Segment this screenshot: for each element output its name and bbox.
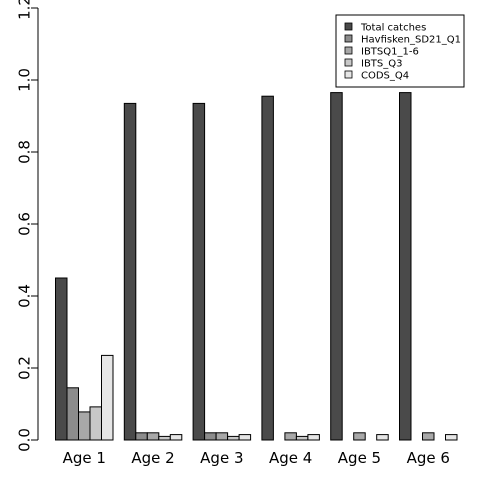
legend-swatch (344, 46, 353, 55)
legend-box (335, 14, 465, 88)
bar-age-3-series-5 (238, 434, 252, 441)
x-axis-labels: Age 1 Age 2 Age 3 Age 4 Age 5 Age 6 (63, 449, 450, 467)
x-tick-label: Age 4 (269, 449, 312, 467)
legend-swatch (344, 34, 353, 43)
y-tick-label: 0.6 (15, 212, 33, 236)
y-axis: 0.0 0.2 0.4 0.6 0.8 1.0 1.2 (15, 0, 39, 452)
y-tick-label: 1.0 (15, 68, 33, 92)
legend-label: Total catches (360, 23, 426, 34)
bar-age-1-series-4 (89, 406, 102, 441)
bar-age-6-series-3 (422, 432, 435, 441)
bar-age-5-series-3 (353, 432, 366, 441)
bar-age-5-series-5 (376, 434, 389, 441)
bar-age-2-series-1 (123, 102, 137, 441)
legend-label: IBTSQ1_1-6 (361, 47, 419, 58)
legend-swatch (344, 58, 353, 67)
y-tick-label: 1.2 (15, 0, 33, 20)
x-tick-label: Age 1 (63, 449, 106, 467)
legend-label: Havfisken_SD21_Q1 (361, 35, 461, 46)
legend: Total catchesHavfisken_SD21_Q1IBTSQ1_1-6… (335, 14, 465, 88)
y-tick-label: 0.8 (15, 140, 33, 164)
bar-age-2-series-3 (146, 432, 160, 441)
bar-age-2-series-2 (135, 432, 148, 441)
bar-age-1-series-2 (66, 387, 79, 441)
x-tick-label: Age 6 (407, 449, 450, 467)
x-tick-label: Age 5 (338, 449, 381, 467)
legend-label: IBTS_Q3 (361, 59, 403, 70)
bar-age-1-series-3 (78, 411, 91, 441)
bars (55, 92, 458, 441)
legend-swatch (344, 22, 353, 31)
y-tick-label: 0.0 (15, 428, 33, 452)
bar-age-4-series-1 (261, 95, 274, 441)
bar-age-2-series-5 (169, 434, 183, 441)
bar-age-4-series-5 (307, 434, 320, 441)
bar-age-3-series-1 (192, 102, 206, 441)
bar-age-6-series-1 (399, 92, 412, 441)
y-tick-label: 0.2 (15, 356, 33, 380)
x-tick-label: Age 3 (200, 449, 243, 467)
bar-age-3-series-2 (204, 432, 217, 441)
bar-age-2-series-4 (158, 435, 171, 441)
bar-age-4-series-4 (295, 435, 309, 441)
bar-age-5-series-1 (330, 92, 343, 441)
y-tick-label: 0.4 (15, 284, 33, 308)
bar-age-3-series-4 (227, 435, 240, 441)
legend-label: CODS_Q4 (361, 71, 409, 82)
bar-age-1-series-5 (101, 354, 114, 441)
bar-age-6-series-5 (445, 434, 458, 441)
bar-age-1-series-1 (55, 277, 68, 441)
x-tick-label: Age 2 (131, 449, 174, 467)
bar-age-4-series-3 (284, 432, 297, 441)
legend-swatch (344, 70, 353, 79)
bar-age-3-series-3 (215, 432, 229, 441)
